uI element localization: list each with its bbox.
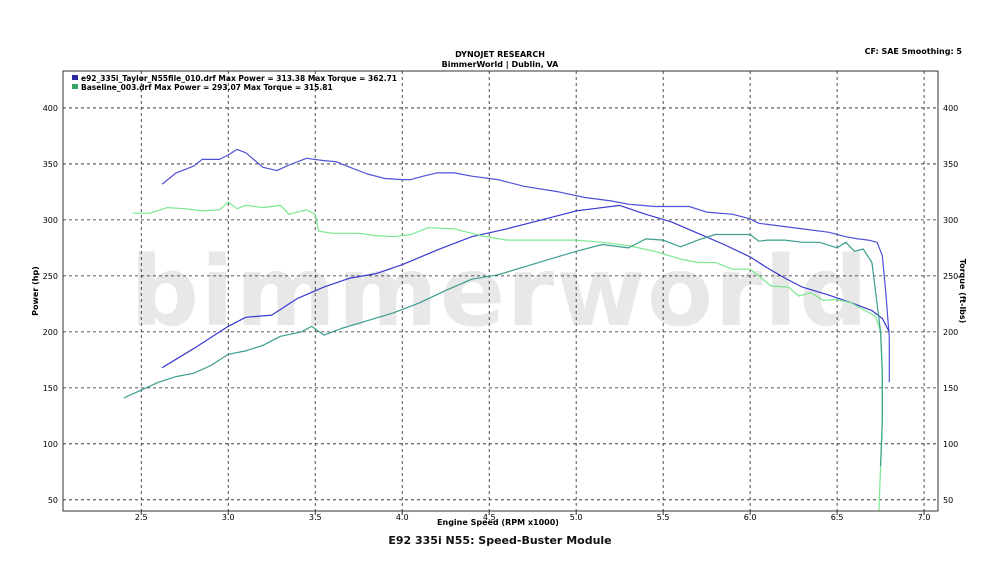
y-tick-label-left: 50: [48, 496, 58, 505]
chart-caption: E92 335i N55: Speed-Buster Module: [388, 534, 612, 547]
x-tick-label: 3.0: [222, 513, 235, 522]
x-tick-label: 6.0: [744, 513, 757, 522]
y-tick-label-left: 200: [43, 328, 58, 337]
plot-frame: [62, 70, 939, 512]
y-tick-label-right: 350: [943, 160, 958, 169]
y-tick-label-left: 400: [43, 104, 58, 113]
legend-swatch-run1: [72, 75, 78, 80]
legend-entry-run2: Baseline_003.drf Max Power = 293.07 Max …: [81, 83, 333, 92]
x-tick-label: 6.5: [831, 513, 844, 522]
y-tick-label-right: 400: [943, 104, 958, 113]
x-tick-label: 7.0: [918, 513, 931, 522]
y-tick-label-right: 200: [943, 328, 958, 337]
y-tick-label-left: 150: [43, 384, 58, 393]
grid-lines: [63, 71, 938, 511]
x-tick-label: 4.5: [483, 513, 496, 522]
series-line-3: [123, 233, 883, 467]
watermark-text: bimmerworld: [130, 236, 870, 348]
x-tick-label: 5.5: [657, 513, 670, 522]
y-axis-title-right: Torque (ft-lbs): [958, 259, 967, 324]
legend-entry-run1: e92_335i_Taylor_N55file_010.drf Max Powe…: [81, 74, 397, 83]
y-tick-label-left: 300: [43, 216, 58, 225]
y-tick-label-left: 100: [43, 440, 58, 449]
y-tick-label-right: 250: [943, 272, 958, 281]
y-tick-label-right: 300: [943, 216, 958, 225]
correction-factor-info: CF: SAE Smoothing: 5: [864, 47, 962, 56]
series-lines: [123, 148, 890, 512]
series-line-1: [161, 204, 890, 369]
x-axis-title: Engine Speed (RPM x1000): [437, 518, 559, 527]
x-tick-label: 3.5: [309, 513, 322, 522]
x-tick-label: 4.0: [396, 513, 409, 522]
axis-ticks: 2.5 3.0 3.5 4.0 4.5 5.0 5.5 6.0 6.5 7.0 50 50 100 100…: [43, 104, 959, 522]
chart-subtitle: BimmerWorld | Dublin, VA: [441, 60, 559, 69]
y-tick-label-left: 350: [43, 160, 58, 169]
y-axis-title-left: Power (hp): [31, 266, 40, 316]
legend-swatch-run2: [72, 84, 78, 89]
series-line-2: [132, 201, 883, 512]
x-tick-label: 5.0: [570, 513, 583, 522]
y-tick-label-right: 150: [943, 384, 958, 393]
chart-title: DYNOJET RESEARCH: [455, 50, 545, 59]
y-tick-label-left: 250: [43, 272, 58, 281]
y-tick-label-right: 50: [943, 496, 953, 505]
legend: e92_335i_Taylor_N55file_010.drf Max Powe…: [72, 74, 397, 92]
y-tick-label-right: 100: [943, 440, 958, 449]
series-line-0: [161, 148, 890, 383]
x-tick-label: 2.5: [135, 513, 148, 522]
